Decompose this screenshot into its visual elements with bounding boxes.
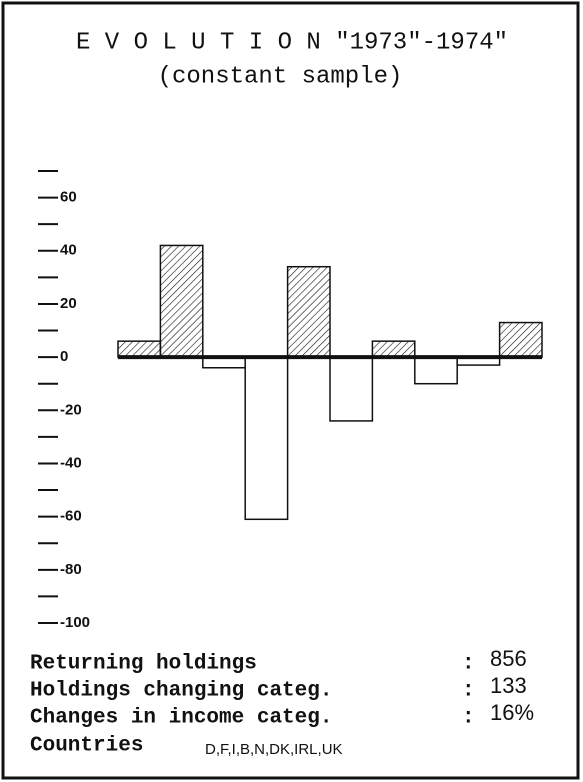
bar xyxy=(244,356,289,521)
footer-separator: : xyxy=(462,680,475,703)
bar xyxy=(117,340,162,358)
bar xyxy=(498,321,543,358)
y-tick-label: 0 xyxy=(60,348,68,365)
y-tick-label: -100 xyxy=(60,614,90,631)
y-tick-label: 20 xyxy=(60,295,77,312)
chart-title: E V O L U T I O N "1973"-1974" xyxy=(76,29,508,56)
footer-label: Countries xyxy=(30,735,143,758)
y-tick-label: -60 xyxy=(60,508,82,525)
bar xyxy=(159,244,204,358)
bar xyxy=(371,340,416,358)
y-tick-label: 60 xyxy=(60,189,77,206)
footer-label: Returning holdings xyxy=(30,653,257,676)
y-tick-label: -80 xyxy=(60,561,82,578)
footer-value: 16% xyxy=(490,700,534,725)
footer-separator: : xyxy=(462,653,475,676)
bar xyxy=(414,356,458,385)
footer-label: Holdings changing categ. xyxy=(30,680,332,703)
bar xyxy=(286,265,331,358)
y-tick-label: 40 xyxy=(60,242,77,259)
y-tick-label: -20 xyxy=(60,401,82,418)
y-tick-label: -40 xyxy=(60,454,82,471)
footer-value: 133 xyxy=(490,673,527,698)
chart-subtitle: (constant sample) xyxy=(158,63,403,90)
footer-value: D,F,I,B,N,DK,IRL,UK xyxy=(205,741,343,758)
bar xyxy=(329,356,374,422)
footer-value: 856 xyxy=(490,646,527,671)
footer-label: Changes in income categ. xyxy=(30,707,332,730)
footer-separator: : xyxy=(462,707,475,730)
